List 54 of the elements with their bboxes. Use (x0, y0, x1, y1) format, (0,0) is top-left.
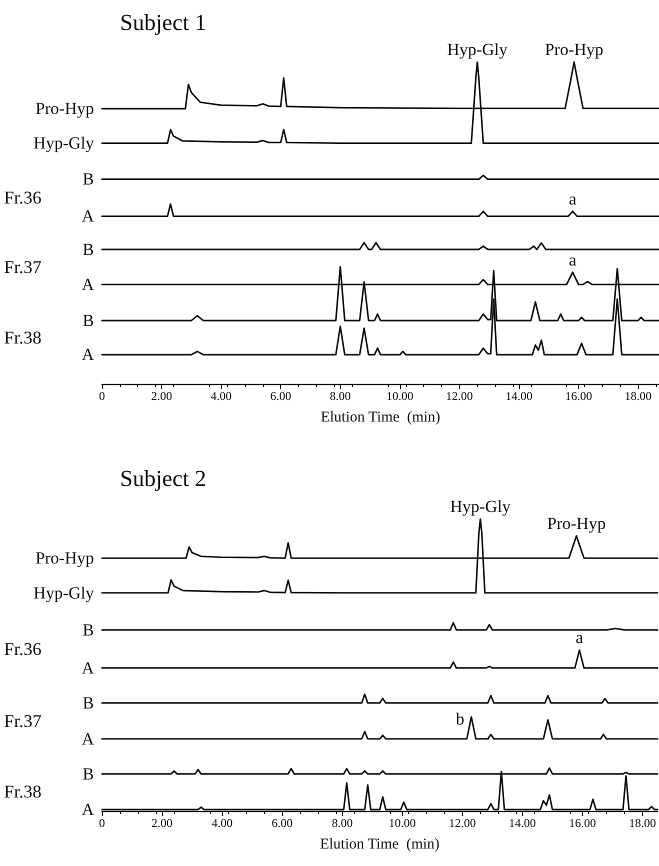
series-label: A (82, 800, 95, 820)
x-axis-title: Elution Time (min) (320, 836, 440, 852)
text: Fr.37 (4, 710, 42, 731)
x-tick-label: 12.00 (448, 816, 476, 830)
x-tick-label: 0 (99, 389, 105, 403)
annotation: a (568, 250, 577, 270)
x-tick-label: 10.00 (388, 816, 416, 830)
series-label: Hyp-Gly (34, 134, 94, 153)
series-label: A (82, 206, 95, 226)
x-tick-label: 10.00 (386, 389, 414, 403)
x-tick-label: 8.00 (330, 389, 351, 403)
series-label: B (82, 620, 94, 640)
series-label: B (82, 240, 94, 259)
series-label: B (82, 764, 94, 784)
annotation: b (456, 709, 464, 728)
x-tick-label: 2.00 (151, 389, 172, 403)
series-label: Pro-Hyp (35, 548, 94, 568)
series-label: A (82, 729, 95, 748)
text: Fr.36 (4, 638, 42, 659)
x-tick-label: 8.00 (332, 816, 353, 830)
annotation: Pro-Hyp (547, 514, 606, 533)
annotation: a (568, 189, 577, 208)
x-tick-label: 18.00 (624, 389, 652, 403)
series-label: A (82, 658, 95, 678)
x-tick-label: 6.00 (270, 389, 292, 403)
annotation: Pro-Hyp (544, 40, 604, 59)
series-label: A (82, 345, 95, 364)
x-tick-label: 16.00 (565, 389, 592, 403)
x-axis-title: Elution Time (min) (320, 410, 440, 426)
x-tick-label: 6.00 (272, 816, 293, 830)
annotation: Hyp-Gly (447, 40, 508, 59)
text: Fr.38 (4, 328, 42, 348)
series-label: Pro-Hyp (35, 99, 94, 118)
chart-title: Subject 1 (120, 10, 206, 35)
series-label: Hyp-Gly (34, 583, 94, 602)
x-tick-label: 4.00 (210, 389, 232, 403)
annotation: a (576, 628, 584, 648)
x-tick-label: 16.00 (568, 816, 596, 830)
text: Fr.38 (4, 782, 42, 802)
text: Fr.36 (4, 188, 42, 208)
series-label: A (82, 275, 95, 294)
x-tick-label: 12.00 (446, 389, 473, 403)
x-tick-label: 2.00 (152, 816, 173, 830)
series-label: B (82, 693, 94, 712)
x-tick-label: 4.00 (212, 816, 233, 830)
annotation: Hyp-Gly (450, 497, 512, 516)
x-tick-label: 14.00 (506, 389, 533, 403)
x-tick-label: 0 (99, 816, 105, 830)
x-tick-label: 18.00 (629, 816, 656, 830)
text: Fr.37 (4, 256, 42, 277)
series-label: B (82, 170, 94, 189)
series-label: B (82, 311, 94, 330)
chart-title: Subject 2 (120, 466, 206, 491)
x-tick-label: 14.00 (508, 816, 536, 830)
